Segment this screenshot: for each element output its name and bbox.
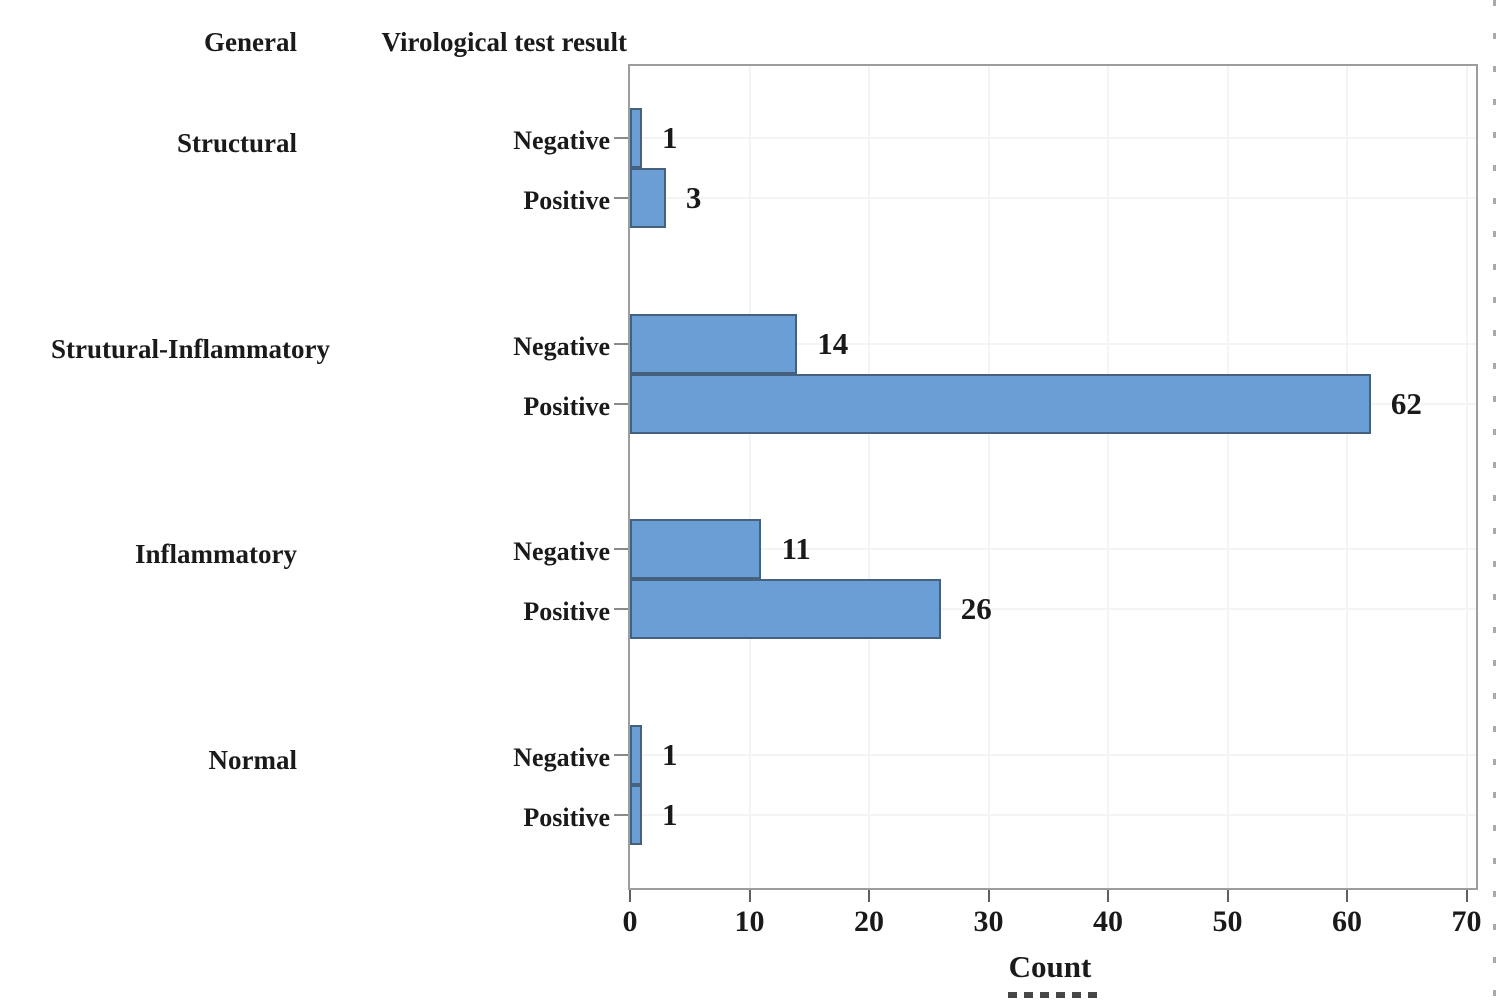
clipped-text-fragment bbox=[1008, 992, 1098, 998]
bar-structural-negative bbox=[630, 108, 642, 168]
bar-value-label: 1 bbox=[661, 736, 678, 772]
gridline-horizontal bbox=[630, 753, 1476, 756]
gridline-vertical bbox=[1346, 66, 1348, 888]
group-label-strutural-inflammatory: Strutural-Inflammatory bbox=[51, 333, 330, 364]
category-axis-tick bbox=[614, 753, 628, 756]
category-axis-tick bbox=[614, 137, 628, 139]
category-label-positive: Positive bbox=[523, 802, 610, 832]
category-axis-tick bbox=[614, 342, 628, 345]
x-axis-tick bbox=[1346, 890, 1348, 902]
bar-structural-positive bbox=[630, 168, 666, 228]
x-axis-tick-label: 60 bbox=[1332, 905, 1362, 938]
category-axis-tick bbox=[614, 813, 628, 816]
column-header-virological-test-result: Virological test result bbox=[381, 27, 627, 57]
x-axis-tick bbox=[1107, 890, 1109, 902]
gridline-horizontal bbox=[630, 813, 1476, 816]
bar-value-label: 11 bbox=[781, 531, 811, 566]
bar-value-label: 14 bbox=[817, 325, 849, 361]
group-label-inflammatory: Inflammatory bbox=[135, 539, 297, 569]
group-label-structural: Structural bbox=[177, 128, 297, 158]
category-label-positive: Positive bbox=[523, 391, 610, 421]
bar-normal-positive bbox=[630, 784, 642, 845]
gridline-vertical bbox=[1465, 66, 1468, 888]
gridline-horizontal bbox=[630, 548, 1476, 550]
column-header-general: General bbox=[204, 27, 297, 57]
gridline-vertical bbox=[1226, 66, 1229, 888]
bar-inflammatory-negative bbox=[630, 519, 762, 579]
bar-normal-negative bbox=[630, 724, 642, 785]
category-axis-tick bbox=[614, 548, 628, 550]
gridline-horizontal bbox=[630, 342, 1476, 345]
bar-value-label: 1 bbox=[661, 120, 678, 155]
category-axis-tick bbox=[614, 402, 628, 405]
x-axis-tick-label: 40 bbox=[1093, 905, 1123, 938]
x-axis-title: Count bbox=[1008, 949, 1092, 984]
x-axis-tick-label: 30 bbox=[973, 905, 1004, 938]
gridline-vertical bbox=[987, 66, 990, 888]
bar-strutural-inflammatory-negative bbox=[630, 313, 798, 374]
x-axis-tick bbox=[748, 890, 751, 902]
bar-value-label: 26 bbox=[960, 591, 992, 626]
gridline-horizontal bbox=[630, 137, 1476, 139]
x-axis-tick-label: 50 bbox=[1212, 905, 1243, 938]
x-axis-tick-label: 20 bbox=[854, 905, 884, 938]
gridline-vertical bbox=[1107, 66, 1109, 888]
category-label-negative: Negative bbox=[513, 126, 610, 155]
page-boundary-dashed bbox=[1493, 0, 1496, 1000]
gridline-horizontal bbox=[630, 608, 1476, 610]
category-label-negative: Negative bbox=[513, 742, 610, 772]
plot-area bbox=[628, 64, 1478, 890]
category-label-positive: Positive bbox=[523, 186, 610, 215]
bar-strutural-inflammatory-positive bbox=[630, 373, 1371, 434]
gridline-horizontal bbox=[630, 197, 1476, 199]
x-axis-tick-label: 70 bbox=[1451, 905, 1482, 938]
category-label-negative: Negative bbox=[513, 537, 610, 566]
gridline-vertical bbox=[868, 66, 870, 888]
x-axis-tick-label: 10 bbox=[734, 905, 765, 938]
gridline-vertical bbox=[748, 66, 751, 888]
category-label-negative: Negative bbox=[513, 331, 610, 361]
x-axis-tick bbox=[629, 890, 631, 902]
category-axis-tick bbox=[614, 197, 628, 199]
group-label-normal: Normal bbox=[208, 744, 297, 775]
bar-value-label: 3 bbox=[685, 180, 702, 215]
bar-value-label: 1 bbox=[661, 796, 678, 832]
bar-inflammatory-positive bbox=[630, 579, 941, 639]
x-axis-tick bbox=[868, 890, 870, 902]
x-axis-tick bbox=[987, 890, 990, 902]
category-axis-tick bbox=[614, 608, 628, 610]
x-axis-tick bbox=[1226, 890, 1229, 902]
bar-value-label: 62 bbox=[1390, 385, 1422, 421]
x-axis-tick-label: 0 bbox=[622, 905, 638, 938]
category-label-positive: Positive bbox=[523, 597, 610, 626]
x-axis-tick bbox=[1465, 890, 1468, 902]
